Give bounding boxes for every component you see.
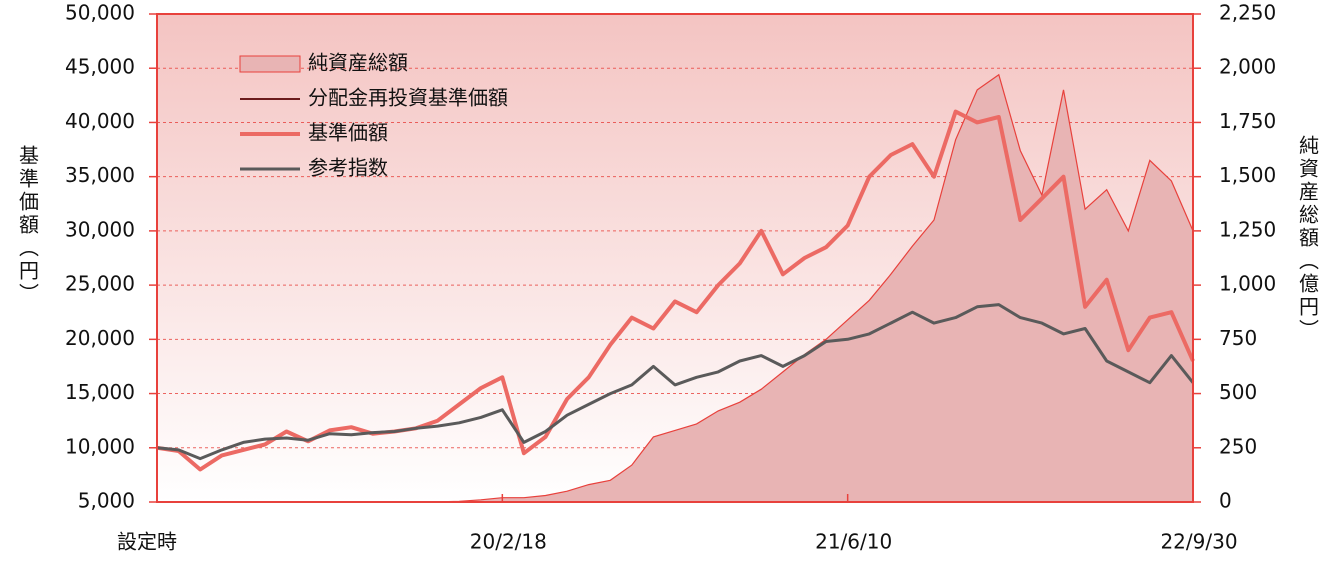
y2-tick-label: 750 <box>1219 326 1257 350</box>
x-tick-label: 設定時 <box>117 530 177 554</box>
y-tick-label: 15,000 <box>65 380 135 404</box>
legend-label: 純資産総額 <box>308 51 408 75</box>
y-tick-label: 40,000 <box>65 109 135 133</box>
y-tick-label: 45,000 <box>65 55 135 79</box>
y2-tick-label: 2,250 <box>1219 1 1276 25</box>
legend-label: 基準価額 <box>308 121 388 145</box>
y2-tick-label: 1,750 <box>1219 109 1276 133</box>
legend-label: 参考指数 <box>308 156 388 180</box>
x-tick-label: 22/9/30 <box>1160 530 1237 554</box>
y-tick-label: 30,000 <box>65 217 135 241</box>
y2-tick-label: 1,500 <box>1219 163 1276 187</box>
legend-label: 分配金再投資基準価額 <box>308 86 508 110</box>
y2-tick-label: 0 <box>1219 489 1232 513</box>
y2-tick-label: 1,250 <box>1219 217 1276 241</box>
y-tick-label: 5,000 <box>78 489 135 513</box>
y-tick-label: 10,000 <box>65 434 135 458</box>
y-tick-label: 25,000 <box>65 272 135 296</box>
y-tick-label: 50,000 <box>65 1 135 25</box>
y2-tick-label: 250 <box>1219 434 1257 458</box>
line <box>156 109 1195 472</box>
x-tick-label: 21/6/10 <box>815 530 892 554</box>
y2-axis-label: 純資産総額（億円） <box>1296 135 1320 342</box>
y2-tick-label: 2,000 <box>1219 55 1276 79</box>
y2-tick-label: 500 <box>1219 380 1257 404</box>
y2-tick-label: 1,000 <box>1219 272 1276 296</box>
line <box>156 303 1195 461</box>
y-tick-label: 35,000 <box>65 163 135 187</box>
legend-swatch <box>239 55 301 73</box>
plot-frame <box>156 13 1194 503</box>
x-tick-label: 20/2/18 <box>470 530 547 554</box>
y-axis-label: 基準価額（円） <box>16 145 40 306</box>
y-tick-label: 20,000 <box>65 326 135 350</box>
